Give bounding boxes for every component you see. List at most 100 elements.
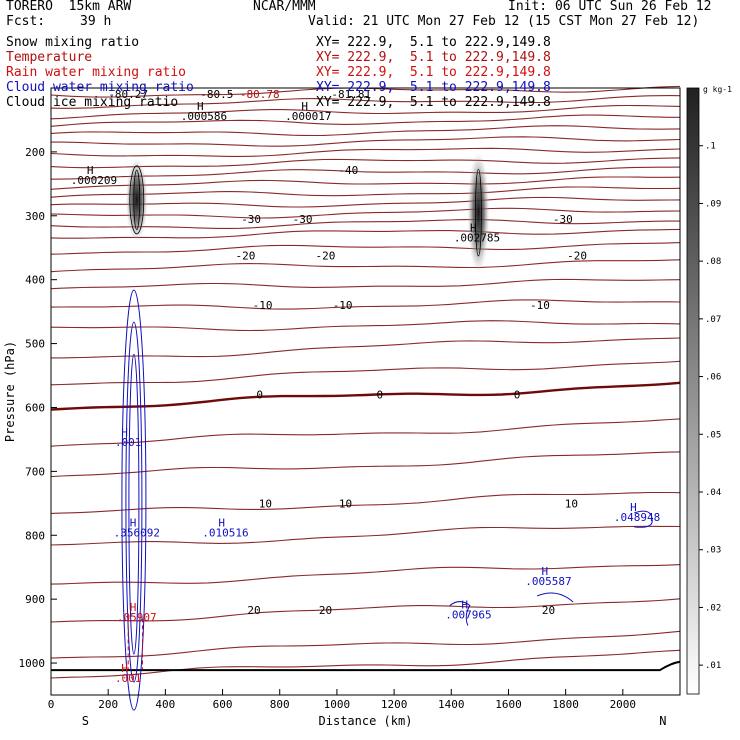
x-endpoint-left: S [82,714,89,728]
x-tick-label: 400 [155,698,175,711]
temperature-label: 0 [376,389,383,402]
temperature-line [50,598,681,623]
temperature-label: -10 [530,299,550,312]
temperature-line [50,320,681,332]
forecast-label: Fcst: [6,14,46,29]
plot-frame [50,87,681,696]
snow-contour [133,169,141,230]
x-tick-label: 1000 [324,698,351,711]
y-tick-label: 700 [25,465,45,478]
cloud-water-contour [125,321,143,683]
temperature-line [51,136,681,147]
max-marker: H [461,598,468,611]
max-marker: H [470,221,477,234]
temperature-line [50,186,681,198]
max-marker: H [630,501,637,514]
temperature-line [50,259,681,273]
max-marker: H [121,426,128,439]
field-name: Rain water mixing ratio [6,65,187,80]
y-tick-label: 400 [25,274,45,287]
max-value-label: .356092 [114,527,160,540]
max-marker: H [301,100,308,113]
max-marker: H [130,517,137,530]
cloud-water-contour [121,289,147,711]
cloud-water-contour [536,592,574,603]
field-name: Temperature [6,50,93,65]
max-value-label: .005587 [525,575,571,588]
axes: 0 200 400 600 800 1000 1200 1400 1600 1800 2000200… [3,87,681,728]
snow-contour [475,168,482,257]
temperature-line [50,564,681,585]
temperature-label: -30 [241,213,261,226]
max-value-label: .05907 [117,611,157,624]
terrain-line [51,660,681,672]
temperature-line [50,525,681,546]
temperature-line [50,381,681,411]
temperature-label: -20 [316,249,336,262]
y-tick-label: 200 [25,146,45,159]
colorbar: .01 .02 .03 .04 .05 .06 .07 .08 .09 .1 g kg-1 [686,85,732,695]
x-tick-label: 200 [98,698,118,711]
init-time: Init: 06 UTC Sun 26 Feb 12 [508,0,712,14]
colorbar-tick-label: .04 [705,488,721,498]
max-value-label: .002785 [454,231,500,244]
x-endpoint-right: N [659,714,666,728]
colorbar-tick-label: .09 [705,199,721,209]
temperature-line [50,649,681,679]
temperature-contours [50,85,681,679]
y-tick-label: 1000 [19,657,46,670]
max-marker: H [87,164,94,177]
max-value-label: .000017 [285,110,331,123]
organization-label: NCAR/MMM [253,0,316,14]
temperature-line [50,278,681,290]
field-xy: XY= 222.9, 5.1 to 222.9,149.8 [316,35,551,50]
temperature-line [50,196,681,208]
top-value-label: -80.5 [200,88,233,101]
y-axis-label: Pressure (hPa) [3,341,17,442]
colorbar-tick-label: .06 [705,373,721,383]
temperature-line [50,125,681,137]
field-name: Cloud ice mixing ratio [6,95,179,110]
colorbar-tick-label: .02 [705,603,721,613]
x-tick-label: 2000 [610,698,637,711]
contour-labels: -40 -30 -30 -30 -20 -20 -20 -10 -10 -10 0 0 0 10 10 10 2… [71,88,661,685]
cloud-water-contours [121,289,653,711]
temperature-line [50,451,681,478]
plot-area [51,88,680,695]
y-tick-label: 600 [25,401,45,414]
temperature-label: 0 [256,389,263,402]
rain-water-contours [127,618,143,670]
field-xy: XY= 222.9, 5.1 to 222.9,149.8 [316,80,551,95]
temperature-line [50,360,681,386]
x-tick-label: 1200 [381,698,408,711]
temperature-line [50,299,681,310]
field-name: Snow mixing ratio [6,35,140,50]
max-marker: H [541,565,548,578]
top-value-label: -80.27 [108,88,148,101]
x-tick-label: 1400 [438,698,465,711]
max-value-label: .007965 [445,608,491,621]
max-value-label: .001 [115,436,142,449]
temperature-label: 10 [565,497,578,510]
x-tick-label: 800 [270,698,290,711]
colorbar-tick-label: .07 [705,315,721,325]
y-tick-label: 500 [25,338,45,351]
temperature-label: 20 [542,604,555,617]
colorbar-tick-label: .08 [705,257,721,267]
top-value-label: -81.81 [331,88,371,101]
top-value-label: -80.78 [240,88,280,101]
x-tick-label: 1800 [552,698,579,711]
max-value-label: .000209 [71,174,117,187]
max-marker: H [121,662,128,675]
colorbar-tick-label: .03 [705,546,721,556]
x-tick-label: 0 [48,698,55,711]
temperature-line [50,242,681,255]
temperature-line [50,157,681,169]
forecast-hour: 39 h [80,14,112,29]
colorbar-unit: g kg-1 [703,85,732,94]
max-marker: H [130,601,137,614]
temperature-line [51,337,681,359]
field-name: Cloud water mixing ratio [6,80,194,95]
x-tick-label: 1600 [495,698,522,711]
